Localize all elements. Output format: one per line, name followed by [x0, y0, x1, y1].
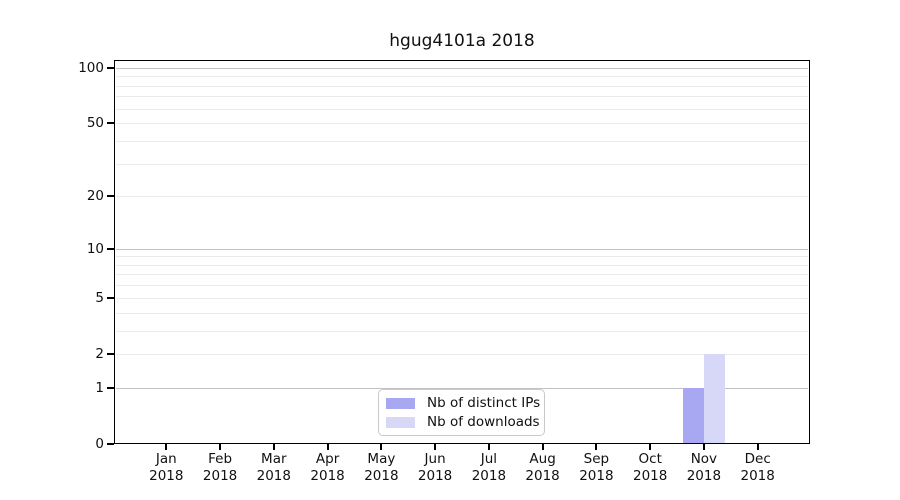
y-axis-tick	[107, 353, 114, 356]
legend-swatch-downloads	[386, 416, 415, 428]
x-axis-tick-label: Oct 2018	[618, 451, 682, 484]
legend-entry: Nb of downloads	[386, 414, 544, 430]
y-axis-tick-label: 50	[86, 115, 104, 132]
legend-label: Nb of downloads	[427, 414, 540, 430]
x-axis-tick	[595, 444, 598, 450]
y-axis-tick-label: 20	[86, 187, 104, 204]
x-axis-tick	[541, 444, 544, 450]
x-axis-month-label: Oct	[638, 451, 662, 467]
chart-title: hgug4101a 2018	[389, 31, 535, 51]
x-axis-year-label: 2018	[686, 467, 722, 484]
legend-entry: Nb of distinct IPs	[386, 395, 544, 411]
x-axis-tick	[487, 444, 490, 450]
x-axis-tick-label: Aug 2018	[511, 451, 575, 484]
x-axis-tick	[649, 444, 652, 450]
y-axis-tick	[107, 443, 114, 445]
x-axis-month-label: Mar	[261, 451, 287, 467]
x-axis-tick	[272, 444, 275, 450]
x-axis-tick-label: Sep 2018	[564, 451, 628, 484]
y-axis-tick-label: 100	[78, 59, 104, 76]
x-axis-tick-label: Feb 2018	[188, 451, 252, 484]
x-axis-year-label: 2018	[417, 467, 453, 484]
x-axis-year-label: 2018	[364, 467, 399, 484]
legend-label: Nb of distinct IPs	[427, 395, 541, 411]
x-axis-year-label: 2018	[256, 467, 291, 484]
x-axis-year-label: 2018	[740, 467, 775, 484]
x-axis-tick-label: May 2018	[349, 451, 413, 484]
x-axis-month-label: Sep	[583, 451, 610, 467]
y-axis-tick-label: 1	[95, 379, 104, 396]
x-axis-tick	[756, 444, 759, 450]
x-axis-month-label: Dec	[744, 451, 771, 467]
x-axis-tick-label: Jul 2018	[457, 451, 521, 484]
x-axis-tick-label: Dec 2018	[726, 451, 790, 484]
y-axis-tick-label: 5	[95, 289, 104, 306]
y-axis-tick-label: 10	[86, 240, 104, 257]
x-axis-tick	[219, 444, 222, 450]
x-axis-month-label: Apr	[315, 451, 340, 467]
x-axis-year-label: 2018	[310, 467, 345, 484]
x-axis-tick-label: Nov 2018	[672, 451, 736, 484]
x-axis-tick	[380, 444, 383, 450]
x-axis-tick-label: Mar 2018	[242, 451, 306, 484]
legend-swatch-distinct-ips	[386, 397, 415, 409]
x-axis-year-label: 2018	[633, 467, 668, 484]
x-axis-year-label: 2018	[202, 467, 238, 484]
x-axis-tick	[434, 444, 437, 450]
x-axis-month-label: Feb	[208, 451, 233, 467]
x-axis-month-label: Aug	[529, 451, 556, 467]
y-axis-tick	[107, 66, 114, 69]
x-axis-month-label: Jun	[424, 451, 446, 467]
x-axis-tick-label: Jun 2018	[403, 451, 467, 484]
x-axis-month-label: Jan	[155, 451, 177, 467]
x-axis-tick	[165, 444, 168, 450]
x-axis-year-label: 2018	[525, 467, 560, 484]
plot-area	[114, 60, 810, 444]
x-axis-tick-label: Apr 2018	[296, 451, 360, 484]
y-axis-tick	[107, 296, 114, 299]
y-axis-tick	[107, 247, 114, 250]
y-axis-tick	[107, 386, 114, 389]
x-axis-year-label: 2018	[471, 467, 507, 484]
x-axis-tick	[702, 444, 705, 450]
x-axis-month-label: Nov	[690, 451, 718, 467]
y-axis-tick	[107, 122, 114, 125]
x-axis-month-label: May	[367, 451, 396, 467]
x-axis-tick	[326, 444, 329, 450]
x-axis-year-label: 2018	[579, 467, 614, 484]
y-axis-tick-label: 2	[95, 346, 104, 363]
x-axis-month-label: Jul	[480, 451, 498, 467]
y-axis-tick-label: 0	[95, 436, 104, 452]
legend: Nb of distinct IPs Nb of downloads	[378, 389, 545, 436]
y-axis-tick	[107, 194, 114, 197]
x-axis-tick-label: Jan 2018	[134, 451, 198, 484]
x-axis-year-label: 2018	[149, 467, 184, 484]
